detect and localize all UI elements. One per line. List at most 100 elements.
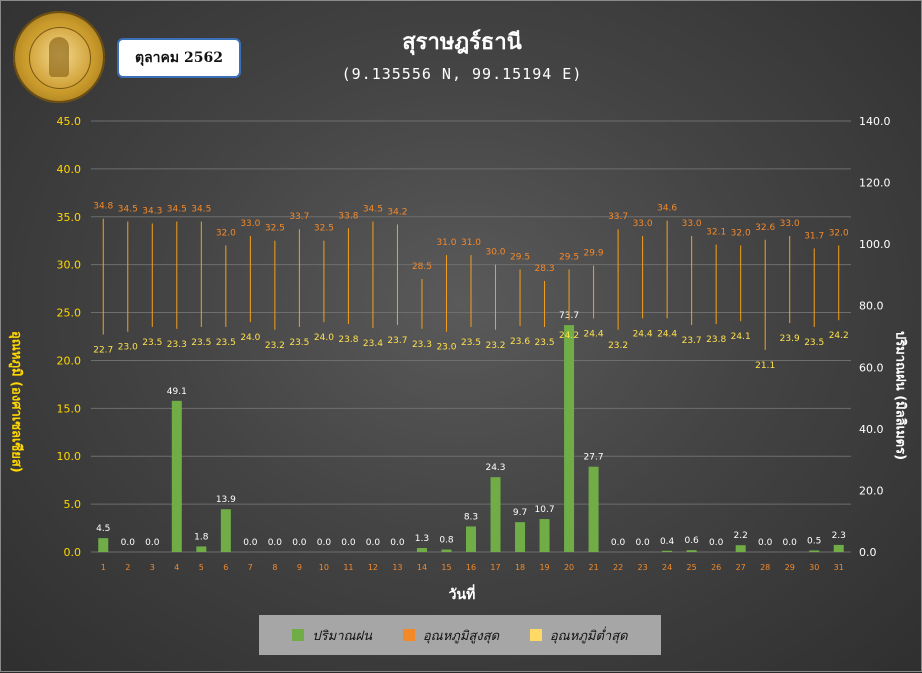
max-temp-data-label: 31.0 xyxy=(436,238,456,248)
min-temp-data-label: 24.4 xyxy=(657,329,677,339)
x-tick-label: 29 xyxy=(785,563,795,572)
rain-bar xyxy=(196,546,207,552)
y-right-tick-label: 140.0 xyxy=(859,115,891,128)
x-tick-label: 27 xyxy=(736,563,746,572)
rain-bar xyxy=(564,325,575,552)
min-temp-data-label: 23.5 xyxy=(535,338,555,348)
x-tick-label: 16 xyxy=(466,563,476,572)
x-tick-label: 26 xyxy=(711,563,721,572)
rain-data-label: 13.9 xyxy=(216,495,236,505)
rain-data-label: 9.7 xyxy=(513,508,527,518)
min-temp-data-label: 23.7 xyxy=(682,336,702,346)
rain-bar xyxy=(220,509,231,552)
max-temp-data-label: 32.1 xyxy=(706,228,726,238)
y-left-tick-label: 40.0 xyxy=(57,163,82,176)
rain-data-label: 0.0 xyxy=(243,538,258,548)
min-temp-data-label: 23.8 xyxy=(706,335,726,345)
rain-data-label: 0.0 xyxy=(366,538,381,548)
x-tick-label: 17 xyxy=(490,563,500,572)
max-temp-data-label: 32.5 xyxy=(314,224,334,234)
x-tick-label: 23 xyxy=(638,563,648,572)
x-tick-label: 24 xyxy=(662,563,672,572)
max-temp-data-label: 28.5 xyxy=(412,262,432,272)
rain-data-label: 0.0 xyxy=(121,538,136,548)
rain-bar xyxy=(809,550,820,552)
rain-data-label: 1.3 xyxy=(415,534,429,544)
x-tick-label: 1 xyxy=(101,563,106,572)
max-temp-data-label: 33.7 xyxy=(608,212,628,222)
max-temp-data-label: 34.3 xyxy=(142,206,162,216)
y-right-tick-label: 80.0 xyxy=(859,300,884,313)
x-tick-label: 13 xyxy=(392,563,402,572)
date-label-box: ตุลาคม 2562 xyxy=(117,38,241,78)
rain-data-label: 0.0 xyxy=(635,538,650,548)
chart-title: สุราษฎร์ธานี xyxy=(402,30,522,55)
x-tick-label: 5 xyxy=(199,563,204,572)
min-temp-data-label: 24.4 xyxy=(633,329,653,339)
x-tick-label: 7 xyxy=(248,563,253,572)
legend-item-min-temp: อุณหภูมิต่ำสุด xyxy=(529,625,628,646)
min-temp-data-label: 24.1 xyxy=(731,332,751,342)
min-temp-data-label: 23.6 xyxy=(510,337,530,347)
min-temp-data-label: 24.4 xyxy=(584,329,604,339)
legend-label-max-temp: อุณหภูมิสูงสุด xyxy=(422,628,500,644)
max-temp-data-label: 32.0 xyxy=(829,229,849,239)
y-right-tick-label: 120.0 xyxy=(859,177,891,190)
rain-data-label: 27.7 xyxy=(584,453,604,463)
x-tick-label: 9 xyxy=(297,563,302,572)
max-temp-data-label: 33.0 xyxy=(780,219,800,229)
rain-data-label: 8.3 xyxy=(464,512,478,522)
min-temp-data-label: 23.4 xyxy=(363,339,383,349)
min-temp-data-label: 23.2 xyxy=(485,341,505,351)
y-left-tick-label: 30.0 xyxy=(57,259,82,272)
x-tick-label: 22 xyxy=(613,563,623,572)
x-tick-label: 10 xyxy=(319,563,329,572)
x-tick-label: 3 xyxy=(150,563,155,572)
rain-bar xyxy=(490,477,501,552)
chart-subtitle: (9.135556 N, 99.15194 E) xyxy=(341,65,583,83)
min-temp-data-label: 23.5 xyxy=(461,338,481,348)
y-right-tick-label: 20.0 xyxy=(859,484,884,497)
rain-data-label: 4.5 xyxy=(96,524,110,534)
max-temp-data-label: 30.0 xyxy=(485,248,505,258)
y-right-tick-label: 40.0 xyxy=(859,423,884,436)
rain-bar xyxy=(588,466,599,552)
x-tick-label: 28 xyxy=(760,563,770,572)
x-tick-label: 19 xyxy=(539,563,549,572)
legend-swatch-max-temp xyxy=(402,629,415,641)
rain-data-label: 49.1 xyxy=(167,387,187,397)
rain-data-label: 0.0 xyxy=(292,538,307,548)
rain-data-label: 0.0 xyxy=(611,538,626,548)
rain-data-label: 0.5 xyxy=(807,536,821,546)
y-left-tick-label: 45.0 xyxy=(57,115,82,128)
x-tick-label: 6 xyxy=(223,563,228,572)
min-temp-data-label: 23.5 xyxy=(216,338,236,348)
rain-data-label: 0.0 xyxy=(709,538,724,548)
y-left-tick-label: 10.0 xyxy=(57,450,82,463)
min-temp-data-label: 23.2 xyxy=(608,341,628,351)
min-temp-data-label: 23.2 xyxy=(265,341,285,351)
max-temp-data-label: 29.5 xyxy=(559,252,579,262)
rain-data-label: 0.6 xyxy=(684,536,699,546)
legend: ปริมาณฝน อุณหภูมิสูงสุด อุณหภูมิต่ำสุด xyxy=(259,615,661,655)
min-temp-data-label: 23.5 xyxy=(142,338,162,348)
y-left-tick-label: 15.0 xyxy=(57,402,82,415)
legend-item-rain: ปริมาณฝน xyxy=(292,625,372,646)
max-temp-data-label: 33.0 xyxy=(682,219,702,229)
max-temp-data-label: 34.6 xyxy=(657,204,677,214)
legend-swatch-rain xyxy=(292,629,305,641)
max-temp-data-label: 34.5 xyxy=(167,205,187,215)
rain-data-label: 0.0 xyxy=(758,538,773,548)
x-tick-label: 18 xyxy=(515,563,525,572)
rain-data-label: 0.0 xyxy=(783,538,798,548)
min-temp-data-label: 23.9 xyxy=(780,334,800,344)
y-right-tick-label: 100.0 xyxy=(859,238,891,251)
max-temp-data-label: 32.6 xyxy=(755,223,775,233)
max-temp-data-label: 32.0 xyxy=(731,229,751,239)
min-temp-data-label: 23.8 xyxy=(338,335,358,345)
rain-bar xyxy=(416,547,427,552)
min-temp-data-label: 24.0 xyxy=(240,333,260,343)
min-temp-data-label: 23.3 xyxy=(167,340,187,350)
rain-data-label: 1.8 xyxy=(194,532,209,542)
